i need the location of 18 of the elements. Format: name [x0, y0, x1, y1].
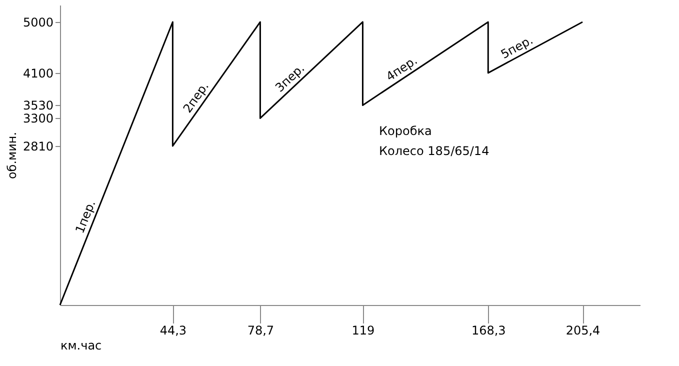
annotation: Колесо 185/65/14 [379, 144, 490, 158]
x-tick-label: 78,7 [247, 324, 274, 338]
x-tick-label: 119 [352, 324, 375, 338]
x-tick-label: 168,3 [471, 324, 506, 338]
annotation: 4пер. [383, 53, 420, 84]
x-tick-label: 44,3 [160, 324, 187, 338]
x-axis-title: км.час [60, 338, 102, 352]
annotation: 5пер. [498, 32, 536, 62]
y-tick-label: 3530 [22, 98, 54, 113]
y-tick-label: 2810 [22, 139, 54, 154]
annotation: 1пер. [72, 198, 98, 236]
line-series [59, 21, 584, 306]
y-tick-label: 5000 [22, 15, 54, 30]
y-axis-title: об.мин. [4, 132, 19, 180]
annotation: Коробка [379, 124, 432, 138]
y-tick-label: 3300 [22, 112, 54, 126]
x-tick-label: 205,4 [566, 324, 600, 338]
y-tick-label: 4100 [22, 66, 54, 80]
